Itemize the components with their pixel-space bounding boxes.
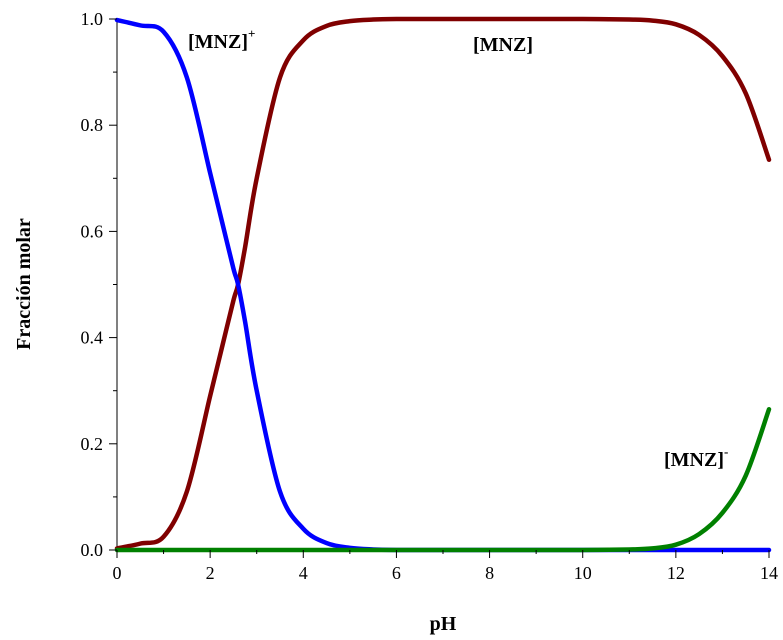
y-axis-title: Fracción molar bbox=[13, 218, 35, 350]
x-axis: 0 2 4 6 8 10 12 14 bbox=[113, 550, 778, 583]
x-tick-label: 8 bbox=[485, 563, 494, 583]
x-tick-label: 2 bbox=[206, 563, 215, 583]
y-tick-label: 0.6 bbox=[81, 221, 104, 241]
x-tick-label: 10 bbox=[574, 563, 592, 583]
x-tick-label: 4 bbox=[299, 563, 308, 583]
x-tick-label: 0 bbox=[113, 563, 122, 583]
x-axis-title: pH bbox=[430, 613, 457, 635]
series-line-anion bbox=[114, 407, 772, 553]
y-tick-label: 0.0 bbox=[81, 540, 104, 560]
x-tick-label: 12 bbox=[667, 563, 685, 583]
cation-label: [MNZ]+ bbox=[188, 26, 255, 53]
series-line-neutral bbox=[114, 16, 772, 551]
y-tick-label: 0.8 bbox=[81, 115, 104, 135]
y-tick-label: 0.2 bbox=[81, 434, 104, 454]
y-tick-label: 0.4 bbox=[81, 328, 104, 348]
x-tick-label: 6 bbox=[392, 563, 401, 583]
y-axis: 0.0 0.2 0.4 0.6 0.8 1.0 bbox=[81, 9, 117, 560]
neutral-label: [MNZ] bbox=[473, 34, 533, 56]
y-tick-label: 1.0 bbox=[81, 9, 104, 29]
x-tick-label: 14 bbox=[760, 563, 778, 583]
anion-label: [MNZ]- bbox=[664, 444, 728, 471]
series-line-cation bbox=[114, 17, 772, 553]
